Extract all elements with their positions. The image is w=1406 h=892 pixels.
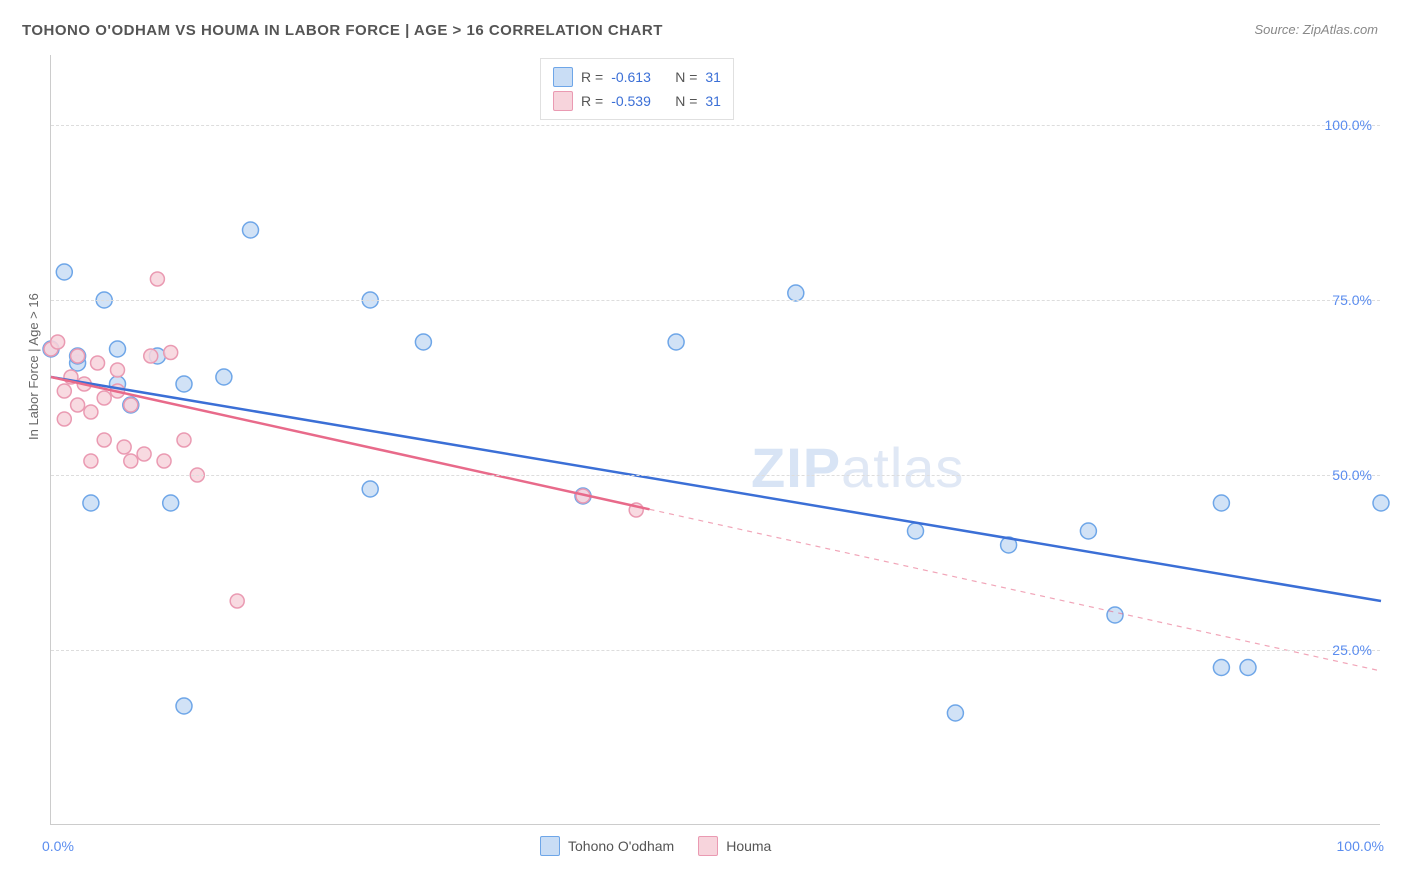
scatter-point	[668, 334, 684, 350]
gridline	[51, 125, 1380, 126]
scatter-point	[230, 594, 244, 608]
gridline	[51, 650, 1380, 651]
correlation-legend: R = -0.613 N = 31 R = -0.539 N = 31	[540, 58, 734, 120]
scatter-point	[163, 495, 179, 511]
regression-line	[51, 377, 650, 509]
scatter-point	[97, 433, 111, 447]
scatter-point	[177, 433, 191, 447]
scatter-svg	[51, 55, 1380, 824]
x-tick-left: 0.0%	[42, 838, 74, 854]
source-label: Source: ZipAtlas.com	[1254, 22, 1378, 37]
scatter-point	[110, 341, 126, 357]
scatter-point	[124, 454, 138, 468]
y-tick-label: 100.0%	[1325, 117, 1372, 133]
scatter-point	[97, 391, 111, 405]
scatter-point	[947, 705, 963, 721]
legend-swatch	[540, 836, 560, 856]
legend-swatch	[553, 67, 573, 87]
legend-label: Tohono O'odham	[568, 838, 674, 854]
legend-row: R = -0.539 N = 31	[553, 89, 721, 113]
scatter-point	[144, 349, 158, 363]
y-tick-label: 25.0%	[1332, 642, 1372, 658]
series-legend: Tohono O'odham Houma	[540, 836, 771, 856]
legend-row: R = -0.613 N = 31	[553, 65, 721, 89]
chart-title: TOHONO O'ODHAM VS HOUMA IN LABOR FORCE |…	[22, 22, 663, 39]
scatter-point	[111, 363, 125, 377]
legend-r-value: -0.613	[611, 69, 667, 85]
legend-n-value: 31	[705, 69, 721, 85]
scatter-point	[57, 384, 71, 398]
scatter-point	[176, 698, 192, 714]
gridline	[51, 300, 1380, 301]
scatter-point	[71, 398, 85, 412]
legend-n-label: N =	[675, 69, 697, 85]
scatter-point	[91, 356, 105, 370]
scatter-point	[150, 272, 164, 286]
scatter-point	[1213, 660, 1229, 676]
legend-n-label: N =	[675, 93, 697, 109]
scatter-point	[1213, 495, 1229, 511]
scatter-point	[1107, 607, 1123, 623]
legend-swatch	[698, 836, 718, 856]
legend-label: Houma	[726, 838, 771, 854]
regression-line-extrapolated	[650, 509, 1382, 671]
scatter-point	[1240, 660, 1256, 676]
scatter-point	[415, 334, 431, 350]
legend-item: Houma	[698, 836, 771, 856]
scatter-point	[1373, 495, 1389, 511]
scatter-point	[788, 285, 804, 301]
chart-plot-area: ZIPatlas 25.0%50.0%75.0%100.0%	[50, 55, 1380, 825]
legend-n-value: 31	[705, 93, 721, 109]
scatter-point	[84, 454, 98, 468]
legend-r-value: -0.539	[611, 93, 667, 109]
scatter-point	[157, 454, 171, 468]
y-tick-label: 75.0%	[1332, 292, 1372, 308]
scatter-point	[51, 335, 65, 349]
x-tick-right: 100.0%	[1337, 838, 1384, 854]
scatter-point	[137, 447, 151, 461]
legend-swatch	[553, 91, 573, 111]
scatter-point	[56, 264, 72, 280]
scatter-point	[1080, 523, 1096, 539]
scatter-point	[71, 349, 85, 363]
scatter-point	[164, 346, 178, 360]
scatter-point	[243, 222, 259, 238]
legend-r-label: R =	[581, 69, 603, 85]
scatter-point	[84, 405, 98, 419]
scatter-point	[362, 481, 378, 497]
regression-line	[51, 377, 1381, 601]
scatter-point	[83, 495, 99, 511]
scatter-point	[176, 376, 192, 392]
scatter-point	[908, 523, 924, 539]
scatter-point	[117, 440, 131, 454]
scatter-point	[57, 412, 71, 426]
legend-item: Tohono O'odham	[540, 836, 674, 856]
legend-r-label: R =	[581, 93, 603, 109]
y-tick-label: 50.0%	[1332, 467, 1372, 483]
scatter-point	[216, 369, 232, 385]
scatter-point	[124, 398, 138, 412]
gridline	[51, 475, 1380, 476]
y-axis-label: In Labor Force | Age > 16	[26, 293, 41, 440]
